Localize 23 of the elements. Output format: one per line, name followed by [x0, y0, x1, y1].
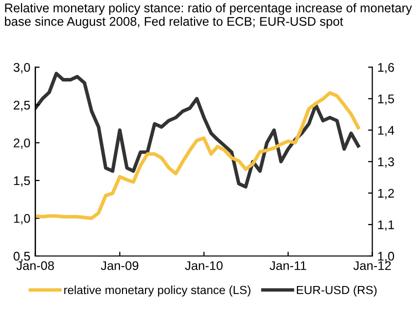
- x-tick-label: Jan-11: [270, 261, 306, 270]
- y-tick-label: 3,0: [14, 63, 30, 74]
- y-tick-label: 1,5: [14, 176, 30, 187]
- line-series: [35, 91, 360, 220]
- y2-tick-label: 1,5: [378, 94, 394, 105]
- x-tick-label: Jan-12: [353, 261, 391, 270]
- x-tick-label: Jan-10: [185, 261, 223, 270]
- y-tick-label: 2,0: [14, 138, 30, 149]
- x-tick-label: Jan-08: [16, 261, 54, 270]
- chart-title: Relative monetary policy stance: ratio of percentage increase of monetary base since August 2008, Fed relative to ECB; EUR-USD spot: [4, 3, 412, 28]
- y2-tick-label: 1,3: [378, 157, 394, 168]
- legend-label: EUR-USD (RS): [296, 286, 377, 297]
- legend-label: relative monetary policy stance (LS): [64, 286, 250, 297]
- y-tick-label: 2,5: [14, 100, 30, 112]
- x-tick-label: Jan-09: [100, 261, 138, 270]
- y2-tick-label: 1,0: [378, 252, 394, 262]
- line-series: [35, 72, 360, 189]
- y2-tick-label: 1,6: [378, 63, 394, 74]
- y2-tick-label: 1,1: [378, 220, 394, 231]
- y-tick-label: 1,0: [14, 214, 30, 224]
- y2-tick-label: 1,4: [378, 126, 394, 136]
- y2-tick-label: 1,2: [378, 188, 394, 200]
- y-tick-label: 0,5: [14, 252, 30, 262]
